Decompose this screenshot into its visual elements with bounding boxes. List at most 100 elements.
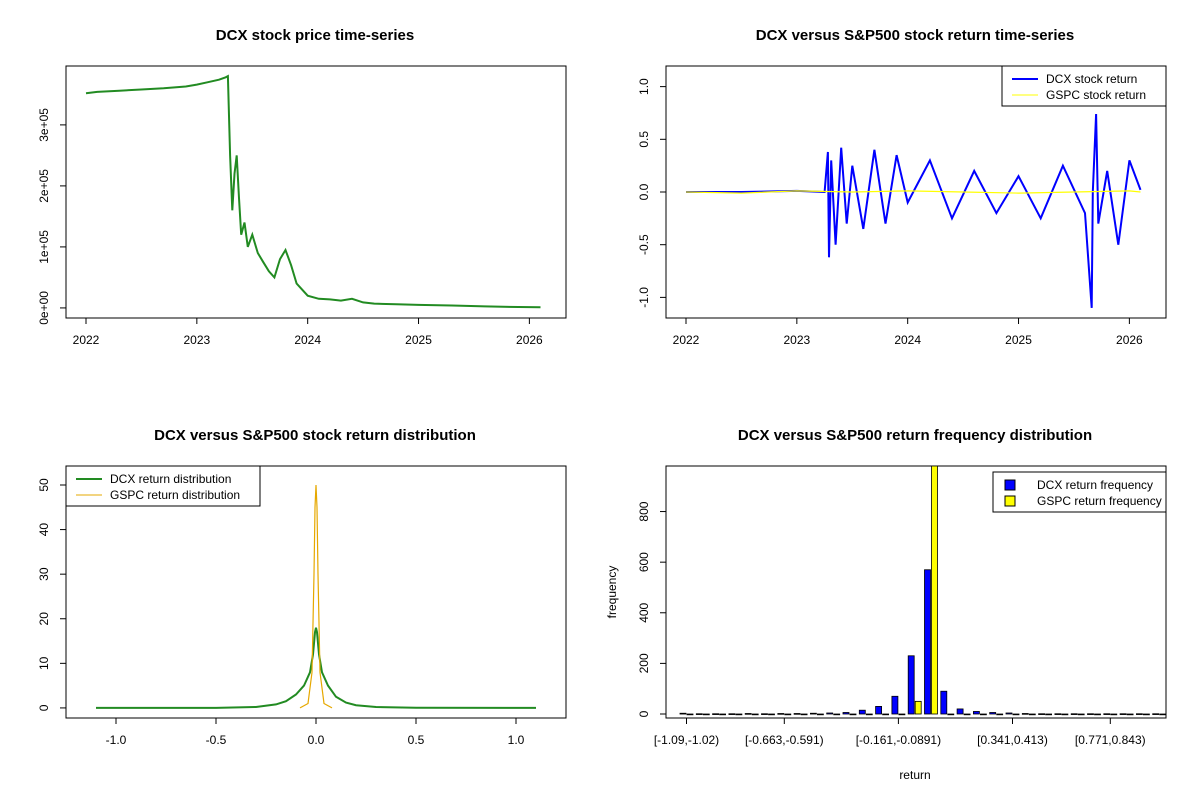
- bar: [1045, 713, 1052, 716]
- bar: [891, 695, 899, 715]
- plot-frame: [65, 65, 567, 319]
- bar: [1103, 713, 1111, 715]
- y-tick-label: 0.5: [637, 131, 651, 148]
- series-line: [686, 113, 1142, 308]
- panel-price-timeseries: DCX stock price time-series 2022 2023 2024 2…: [37, 27, 567, 347]
- bar: [996, 713, 1004, 716]
- series-line: [685, 190, 1141, 194]
- legend-swatch: [1004, 495, 1016, 507]
- legend-entry: GSPC stock return: [1046, 88, 1146, 102]
- legend-box: [992, 471, 1167, 513]
- bar: [963, 713, 971, 716]
- chart-title: DCX versus S&P500 stock return time-seri…: [756, 27, 1074, 44]
- x-tick-label: 2025: [405, 333, 432, 347]
- y-tick-label: 50: [37, 478, 51, 492]
- x-tick-label: 2024: [294, 333, 321, 347]
- legend-entry: GSPC return distribution: [110, 488, 240, 502]
- x-tick-label: [-1.09,-1.02): [654, 733, 719, 747]
- bar: [768, 713, 775, 716]
- legend-entry: DCX return distribution: [110, 472, 231, 486]
- bar: [793, 713, 801, 715]
- y-tick-label: 1.0: [637, 78, 651, 95]
- bar: [1028, 713, 1036, 716]
- y-tick-label: 400: [637, 602, 651, 622]
- panel-frequency-distribution: DCX versus S&P500 return frequency distr…: [605, 427, 1167, 782]
- chart-title: DCX versus S&P500 return frequency distr…: [738, 427, 1092, 444]
- x-tick-label: [0.771,0.843): [1075, 733, 1146, 747]
- legend-entry: GSPC return frequency: [1037, 494, 1162, 508]
- bar: [842, 712, 850, 715]
- panel-return-timeseries: DCX versus S&P500 stock return time-seri…: [637, 27, 1167, 347]
- bar: [956, 708, 964, 715]
- y-tick-label: 40: [37, 523, 51, 537]
- bar: [882, 713, 889, 716]
- y-tick-label: 0e+00: [37, 291, 51, 325]
- bar: [1152, 713, 1160, 715]
- bar: [1038, 713, 1045, 715]
- bar: [940, 690, 948, 715]
- bar: [679, 712, 687, 715]
- bar: [1110, 713, 1118, 716]
- series-line: [299, 484, 333, 709]
- bar: [947, 713, 955, 716]
- series-line: [85, 74, 541, 309]
- bar: [1119, 713, 1127, 715]
- x-tick-label: 1.0: [508, 733, 525, 747]
- y-tick-label: 0.0: [637, 183, 651, 200]
- x-tick-label: 2025: [1005, 333, 1032, 347]
- bar: [1087, 713, 1094, 715]
- y-tick-label: 3e+05: [37, 108, 51, 142]
- bar: [1070, 713, 1078, 715]
- bar: [751, 713, 759, 716]
- x-tick-label: -1.0: [106, 733, 127, 747]
- bar: [1012, 713, 1020, 716]
- legend-entry: DCX stock return: [1046, 72, 1137, 86]
- bar: [898, 713, 906, 716]
- bar: [719, 713, 726, 716]
- legend-box: [65, 465, 261, 507]
- bar: [1143, 713, 1150, 716]
- x-tick-label: 2024: [894, 333, 921, 347]
- bar: [833, 713, 841, 716]
- legend-box: [1001, 65, 1167, 107]
- bar: [1054, 713, 1062, 715]
- bar: [777, 713, 785, 715]
- bar: [712, 713, 719, 715]
- bar: [924, 569, 931, 715]
- x-tick-label: [0.341,0.413): [977, 733, 1048, 747]
- x-tick-label: -0.5: [206, 733, 227, 747]
- y-tick-label: 800: [637, 501, 651, 521]
- x-tick-label: 0.5: [408, 733, 425, 747]
- chart-title: DCX stock price time-series: [216, 27, 414, 44]
- bar: [865, 713, 873, 716]
- bar: [817, 713, 824, 716]
- legend-entry: DCX return frequency: [1037, 478, 1153, 492]
- bar: [1159, 713, 1167, 716]
- y-tick-label: 0: [637, 710, 651, 717]
- bar: [875, 706, 882, 715]
- bar: [784, 713, 792, 716]
- bar: [907, 655, 915, 715]
- bar: [989, 712, 997, 715]
- bar: [849, 713, 857, 716]
- x-axis-title: return: [899, 768, 930, 782]
- x-tick-label: 2022: [73, 333, 100, 347]
- bar: [695, 713, 703, 715]
- bar: [858, 709, 866, 715]
- bar: [931, 465, 938, 715]
- y-tick-label: -1.0: [637, 287, 651, 308]
- bar: [810, 712, 817, 715]
- y-tick-label: 1e+05: [37, 230, 51, 264]
- x-tick-label: 2022: [673, 333, 700, 347]
- series-line: [96, 627, 537, 709]
- y-tick-label: 20: [37, 612, 51, 626]
- bar: [826, 712, 834, 715]
- x-tick-label: 2023: [783, 333, 810, 347]
- chart-title: DCX versus S&P500 stock return distribut…: [154, 427, 476, 444]
- y-axis-title: frequency: [605, 566, 619, 619]
- bar: [744, 713, 752, 715]
- x-tick-label: 2023: [183, 333, 210, 347]
- x-tick-label: [-0.161,-0.0891): [856, 733, 941, 747]
- bar: [728, 713, 736, 715]
